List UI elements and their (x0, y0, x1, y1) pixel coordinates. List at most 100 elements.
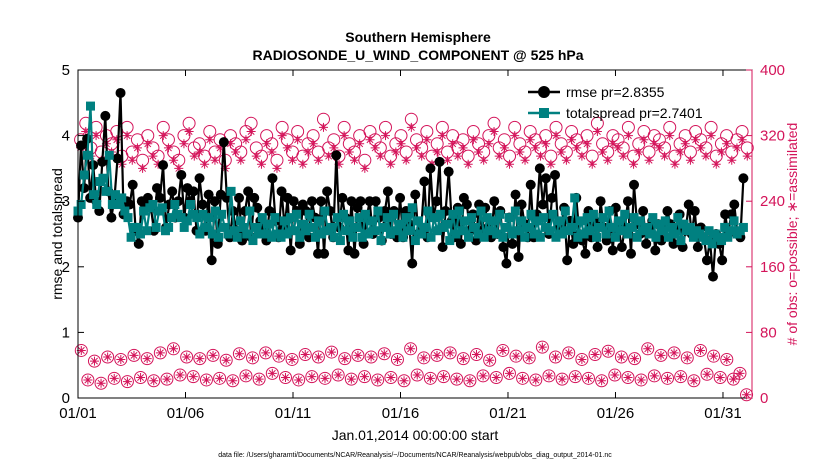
totalspread-point (420, 222, 430, 232)
totalspread-point (132, 222, 142, 232)
rmse-point (203, 189, 214, 200)
totalspread-point (642, 222, 652, 232)
obs-low-possible-point (489, 371, 503, 384)
totalspread-point (264, 219, 274, 229)
totalspread-point (632, 232, 642, 242)
rmse-point (407, 258, 418, 269)
obs-assimilated-point (391, 147, 401, 157)
totalspread-point (320, 206, 330, 216)
obs-assimilated-point (277, 131, 287, 141)
rmse-point (306, 196, 317, 207)
rmse-point (425, 163, 436, 174)
obs-low-assimilated-point (551, 352, 561, 362)
x-tick-label: 01/16 (382, 405, 420, 422)
obs-assimilated-point (479, 155, 489, 165)
obs-low-assimilated-point (590, 350, 600, 360)
obs-assimilated-point (551, 131, 561, 141)
totalspread-point (676, 236, 686, 246)
totalspread-point (176, 213, 186, 223)
obs-assimilated-point (396, 139, 406, 149)
totalspread-point (617, 226, 627, 236)
obs-low-assimilated-point (188, 372, 198, 382)
totalspread-point (620, 209, 630, 219)
rmse-point (592, 242, 603, 253)
obs-assimilated-point (174, 163, 184, 173)
obs-low-possible-point (114, 352, 128, 366)
rmse-point (106, 212, 117, 223)
rmse-point (431, 196, 442, 207)
totalspread-point (257, 213, 267, 223)
totalspread-point (245, 206, 255, 216)
obs-assimilated-point (375, 151, 385, 161)
obs-low-assimilated-point (346, 374, 356, 384)
obs-assimilated-point (680, 139, 690, 149)
obs-assimilated-point (189, 151, 199, 161)
obs-assimilated-point (634, 147, 644, 157)
obs-low-possible-point (588, 348, 602, 362)
obs-low-possible-point (338, 352, 352, 366)
totalspread-point (229, 226, 239, 236)
totalspread-point (613, 216, 623, 226)
obs-low-possible-point (325, 345, 339, 359)
totalspread-point (367, 216, 377, 226)
obs-assimilated-point (267, 147, 277, 157)
y2-tick-label: 80 (760, 324, 777, 341)
obs-low-possible-point (443, 346, 457, 360)
totalspread-point (520, 232, 530, 242)
totalspread-point (139, 206, 149, 216)
obs-low-possible-point (213, 371, 227, 385)
totalspread-point (529, 229, 539, 239)
totalspread-point (170, 199, 180, 209)
x-tick-label: 01/01 (59, 405, 97, 422)
obs-assimilated-point (711, 159, 721, 169)
obs-low-assimilated-point (208, 350, 218, 360)
obs-assimilated-point (515, 147, 525, 157)
totalspread-point (79, 170, 89, 180)
rmse-point (629, 179, 640, 190)
obs-assimilated-point (484, 139, 494, 149)
rmse-point (395, 192, 406, 203)
obs-low-possible-point (469, 348, 483, 362)
obs-assimilated-point (696, 143, 706, 153)
obs-low-possible-point (581, 371, 595, 385)
totalspread-line (77, 104, 745, 245)
obs-low-assimilated-point (702, 369, 712, 379)
obs-low-possible-point (575, 352, 589, 366)
totalspread-point (342, 226, 352, 236)
x-tick-label: 01/31 (704, 405, 742, 422)
obs-low-assimilated-point (122, 377, 132, 387)
obs-assimilated-point (510, 131, 520, 141)
obs-assimilated-point (577, 151, 587, 161)
obs-low-assimilated-point (491, 373, 501, 382)
totalspread-point (214, 232, 224, 242)
rmse-point (252, 202, 263, 213)
obs-low-possible-point (529, 373, 543, 387)
obs-assimilated-point (412, 143, 422, 153)
obs-low-assimilated-point (182, 352, 192, 362)
y-tick-label: 4 (62, 128, 70, 145)
obs-low-assimilated-point (280, 373, 290, 382)
obs-assimilated-point (587, 159, 597, 169)
obs-low-possible-point (305, 370, 319, 384)
obs-low-possible-point (641, 342, 655, 356)
y-tick-label: 2 (62, 259, 70, 276)
obs-low-assimilated-point (169, 344, 179, 354)
obs-low-assimilated-point (89, 356, 99, 366)
rmse-point (507, 238, 518, 249)
obs-low-possible-point (127, 348, 141, 362)
rmse-point (355, 196, 366, 207)
totalspread-point (226, 186, 236, 196)
totalspread-point (720, 222, 730, 232)
totalspread-point (663, 232, 673, 242)
obs-assimilated-point (241, 135, 251, 145)
totalspread-point (454, 206, 464, 216)
obs-assimilated-point (422, 135, 432, 145)
totalspread-point (310, 232, 320, 242)
totalspread-point (573, 232, 583, 242)
rmse-point (562, 255, 573, 266)
obs-low-assimilated-point (583, 373, 593, 383)
rmse-point (322, 186, 333, 197)
totalspread-point (654, 219, 664, 229)
obs-assimilated-point (499, 143, 509, 153)
totalspread-point (148, 199, 158, 209)
